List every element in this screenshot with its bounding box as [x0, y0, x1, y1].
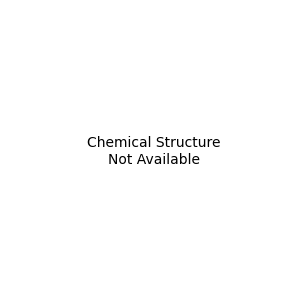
Text: Chemical Structure
Not Available: Chemical Structure Not Available	[87, 136, 220, 166]
